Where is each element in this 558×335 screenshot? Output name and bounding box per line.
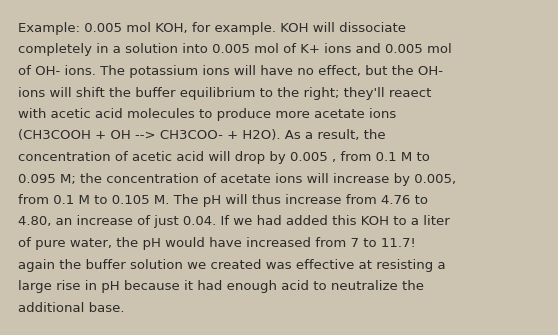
Text: (CH3COOH + OH --> CH3COO- + H2O). As a result, the: (CH3COOH + OH --> CH3COO- + H2O). As a r… [18, 130, 386, 142]
Text: completely in a solution into 0.005 mol of K+ ions and 0.005 mol: completely in a solution into 0.005 mol … [18, 44, 452, 57]
Text: 0.095 M; the concentration of acetate ions will increase by 0.005,: 0.095 M; the concentration of acetate io… [18, 173, 456, 186]
Text: again the buffer solution we created was effective at resisting a: again the buffer solution we created was… [18, 259, 446, 271]
Text: Example: 0.005 mol KOH, for example. KOH will dissociate: Example: 0.005 mol KOH, for example. KOH… [18, 22, 406, 35]
Text: additional base.: additional base. [18, 302, 124, 315]
Text: of pure water, the pH would have increased from 7 to 11.7!: of pure water, the pH would have increas… [18, 237, 416, 250]
Text: with acetic acid molecules to produce more acetate ions: with acetic acid molecules to produce mo… [18, 108, 396, 121]
Text: 4.80, an increase of just 0.04. If we had added this KOH to a liter: 4.80, an increase of just 0.04. If we ha… [18, 215, 450, 228]
Text: of OH- ions. The potassium ions will have no effect, but the OH-: of OH- ions. The potassium ions will hav… [18, 65, 443, 78]
Text: ions will shift the buffer equilibrium to the right; they'll reaect: ions will shift the buffer equilibrium t… [18, 86, 431, 99]
Text: large rise in pH because it had enough acid to neutralize the: large rise in pH because it had enough a… [18, 280, 424, 293]
Text: concentration of acetic acid will drop by 0.005 , from 0.1 M to: concentration of acetic acid will drop b… [18, 151, 430, 164]
Text: from 0.1 M to 0.105 M. The pH will thus increase from 4.76 to: from 0.1 M to 0.105 M. The pH will thus … [18, 194, 428, 207]
